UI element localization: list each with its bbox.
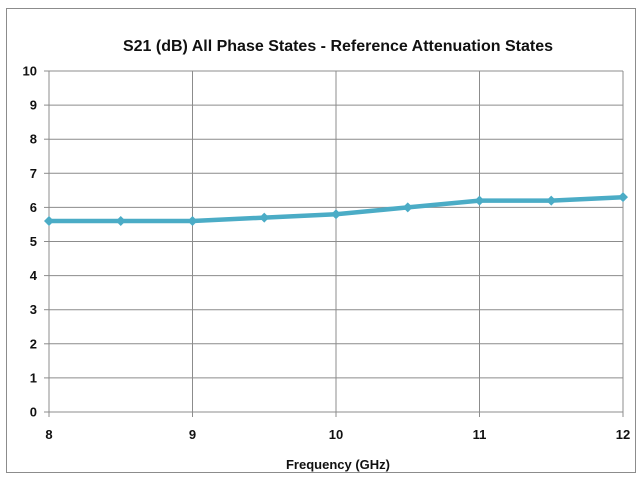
grid-lines xyxy=(49,70,624,412)
y-tick-label-4: 4 xyxy=(30,268,38,283)
data-point-marker xyxy=(44,216,54,227)
data-point-marker xyxy=(115,216,126,227)
x-tick-label-11: 11 xyxy=(473,427,487,442)
axes xyxy=(44,70,624,417)
data-point-marker xyxy=(402,202,413,213)
series-layer xyxy=(44,192,628,227)
data-point-marker xyxy=(331,209,341,220)
data-point-marker xyxy=(618,192,628,203)
x-axis-title: Frequency (GHz) xyxy=(286,457,390,472)
x-tick-label-9: 9 xyxy=(189,427,196,442)
data-point-marker xyxy=(259,212,270,223)
y-axis-tick-labels: 0 1 2 3 4 5 6 7 8 9 10 xyxy=(23,64,38,420)
data-point-marker xyxy=(187,216,198,227)
data-point-marker xyxy=(546,195,557,206)
y-tick-label-1: 1 xyxy=(30,370,37,385)
x-axis-tick-labels: 8 9 10 11 12 xyxy=(45,427,630,442)
y-tick-label-6: 6 xyxy=(30,200,37,215)
chart-title: S21 (dB) All Phase States - Reference At… xyxy=(123,38,553,55)
y-tick-label-5: 5 xyxy=(30,234,37,249)
data-point-marker xyxy=(474,195,485,206)
y-tick-label-3: 3 xyxy=(30,302,37,317)
x-tick-label-10: 10 xyxy=(329,427,343,442)
y-tick-label-2: 2 xyxy=(30,336,37,351)
y-tick-label-7: 7 xyxy=(30,166,37,181)
x-tick-label-12: 12 xyxy=(616,427,630,442)
y-tick-label-0: 0 xyxy=(30,405,37,420)
y-tick-label-10: 10 xyxy=(23,64,37,79)
y-tick-label-8: 8 xyxy=(30,132,37,147)
chart-frame xyxy=(6,8,636,473)
y-tick-label-9: 9 xyxy=(30,98,37,113)
x-tick-label-8: 8 xyxy=(45,427,52,442)
